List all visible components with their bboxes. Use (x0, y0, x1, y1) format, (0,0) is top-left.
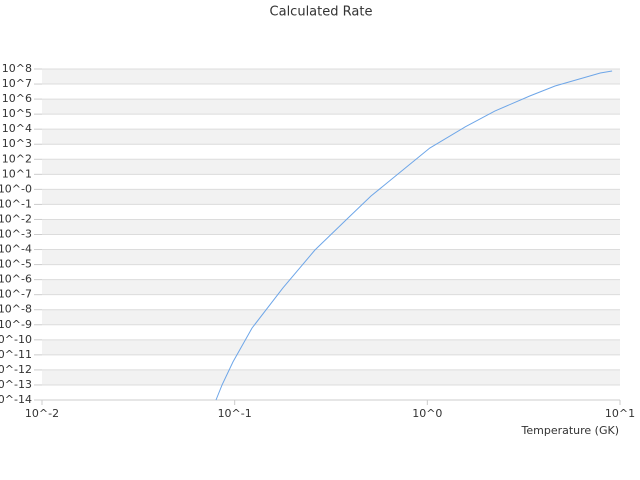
grid-band (42, 279, 620, 295)
y-tick-label: 10^-2 (0, 212, 32, 225)
grid-band (42, 129, 620, 145)
x-tick-label: 10^0 (412, 407, 442, 420)
y-tick-label: 10^-11 (0, 348, 32, 361)
data-line (215, 70, 613, 401)
y-tick-label: 10^-4 (0, 243, 32, 256)
grid-band (42, 219, 620, 235)
y-tick-label: 10^-13 (0, 378, 32, 391)
y-tick-label: 10^-0 (0, 182, 32, 195)
y-tick-label: 10^-8 (0, 303, 32, 316)
y-tick-label: 10^-14 (0, 393, 32, 406)
y-tick-label: 10^-10 (0, 333, 32, 346)
y-tick-label: 10^3 (2, 137, 32, 150)
x-tick-label: 10^1 (605, 407, 635, 420)
grid-band (42, 99, 620, 115)
y-tick-label: 10^-1 (0, 197, 32, 210)
y-tick-label: 10^7 (2, 77, 32, 90)
y-tick-label: 10^-5 (0, 258, 32, 271)
grid-band (42, 189, 620, 205)
grid-band (42, 69, 620, 85)
grid-band (42, 339, 620, 355)
y-tick-label: 10^-3 (0, 228, 32, 241)
x-axis-label: Temperature (GK) (521, 424, 620, 437)
y-tick-label: 10^6 (2, 92, 32, 105)
grid-band (42, 309, 620, 325)
y-tick-label: 10^-12 (0, 363, 32, 376)
y-tick-label: 10^2 (2, 152, 32, 165)
y-tick-label: 10^-6 (0, 273, 32, 286)
grid-band (42, 249, 620, 265)
y-tick-label: 10^4 (2, 122, 32, 135)
y-tick-label: 10^1 (2, 167, 32, 180)
y-tick-label: 10^-9 (0, 318, 32, 331)
grid-band (42, 159, 620, 175)
y-tick-label: 10^8 (2, 62, 32, 75)
x-tick-label: 10^-2 (25, 407, 59, 420)
y-tick-label: 10^-7 (0, 288, 32, 301)
chart-title: Calculated Rate (270, 5, 373, 20)
x-tick-label: 10^-1 (218, 407, 252, 420)
grid-band (42, 369, 620, 385)
y-tick-label: 10^5 (2, 107, 32, 120)
